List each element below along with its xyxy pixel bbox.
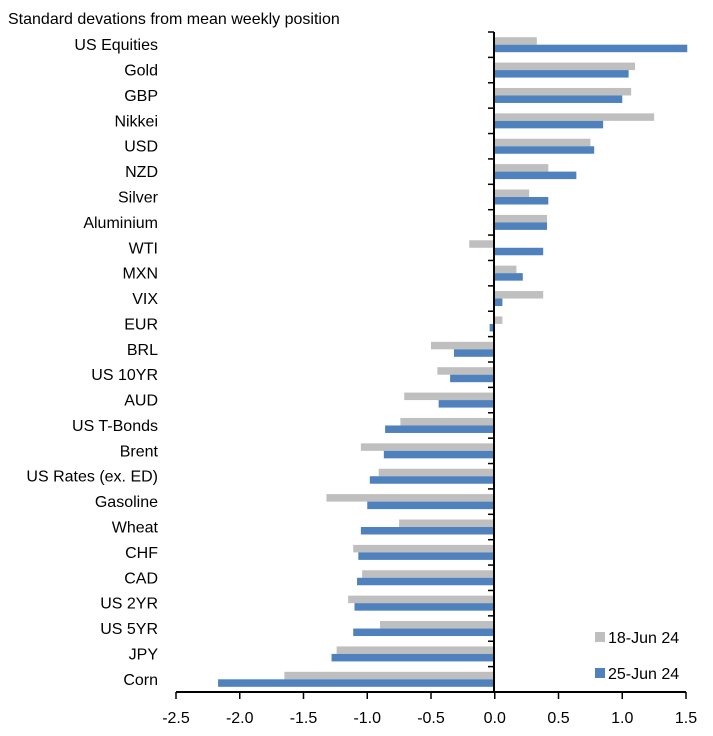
x-tick-label: 1.0 xyxy=(611,710,633,727)
bar-18-jun xyxy=(494,164,549,172)
bar-18-jun xyxy=(362,570,495,578)
bar-25-jun xyxy=(450,374,495,383)
bar-18-jun xyxy=(431,341,495,350)
category-label: EUR xyxy=(124,316,158,333)
bar-25-jun xyxy=(489,323,495,332)
x-tick-label: -2.0 xyxy=(226,710,254,727)
category-label: US Rates (ex. ED) xyxy=(26,469,158,486)
x-tick-label: 0.0 xyxy=(484,710,506,727)
category-label: Gasoline xyxy=(95,494,158,511)
bar-25-jun xyxy=(494,171,577,180)
bar-25-jun xyxy=(494,273,523,281)
bar-18-jun xyxy=(336,646,495,654)
bar-18-jun xyxy=(378,468,495,477)
bar-18-jun xyxy=(494,113,655,121)
bar-18-jun xyxy=(494,189,530,197)
category-label: CHF xyxy=(125,545,158,562)
bar-25-jun xyxy=(494,44,688,53)
bar-18-jun xyxy=(494,291,544,299)
bar-18-jun xyxy=(494,62,635,71)
bar-25-jun xyxy=(331,653,495,662)
x-tick-label: -1.5 xyxy=(290,710,318,727)
bar-18-jun xyxy=(399,519,495,527)
bar-25-jun xyxy=(438,400,495,408)
legend-label: 18-Jun 24 xyxy=(608,630,679,647)
bar-25-jun xyxy=(383,450,495,459)
category-label: GBP xyxy=(124,88,158,105)
x-tick-label: 1.5 xyxy=(675,710,697,727)
category-label: WTI xyxy=(129,240,158,257)
category-label: JPY xyxy=(129,646,159,663)
bar-18-jun xyxy=(494,138,591,147)
bar-18-jun xyxy=(404,392,495,401)
category-label: CAD xyxy=(124,570,158,587)
bar-18-jun xyxy=(494,316,503,324)
legend-swatch xyxy=(595,632,605,642)
bar-25-jun xyxy=(494,247,544,256)
bar-18-jun xyxy=(348,595,495,604)
bar-18-jun xyxy=(284,671,495,680)
bar-18-jun xyxy=(400,417,495,426)
bar-18-jun xyxy=(380,621,495,629)
x-tick-label: -1.0 xyxy=(353,710,381,727)
category-label: BRL xyxy=(127,342,158,359)
category-label: US Equities xyxy=(74,37,158,54)
bar-25-jun xyxy=(494,95,623,103)
bar-18-jun xyxy=(353,544,495,553)
bar-18-jun xyxy=(494,37,537,45)
bar-25-jun xyxy=(494,222,548,230)
bar-25-jun xyxy=(354,603,495,611)
bar-25-jun xyxy=(494,298,503,307)
bar-25-jun xyxy=(357,577,495,586)
bar-25-jun xyxy=(494,146,595,154)
category-label: Aluminium xyxy=(83,215,158,232)
bar-18-jun xyxy=(494,214,548,223)
bar-25-jun xyxy=(494,120,604,129)
x-tick-label: -2.5 xyxy=(162,710,190,727)
chart-title: Standard devations from mean weekly posi… xyxy=(8,11,340,28)
bar-18-jun xyxy=(326,494,495,502)
x-tick-label: -0.5 xyxy=(417,710,445,727)
bar-25-jun xyxy=(385,425,495,433)
category-label: USD xyxy=(124,139,158,156)
category-label: AUD xyxy=(124,393,158,410)
category-label: Corn xyxy=(123,672,158,689)
category-label: US 10YR xyxy=(91,367,158,384)
bar-25-jun xyxy=(360,527,495,535)
bar-18-jun xyxy=(469,240,495,248)
bar-25-jun xyxy=(369,476,495,484)
legend-swatch xyxy=(595,668,605,678)
x-tick-label: 0.5 xyxy=(547,710,569,727)
bar-25-jun xyxy=(494,70,629,78)
bar-25-jun xyxy=(218,679,495,687)
bar-18-jun xyxy=(437,367,495,375)
bar-18-jun xyxy=(494,265,517,274)
category-label: Wheat xyxy=(112,520,159,537)
bar-25-jun xyxy=(358,552,495,560)
category-label: MXN xyxy=(122,266,158,283)
bar-18-jun xyxy=(360,443,495,451)
category-label: Silver xyxy=(118,190,159,207)
bar-18-jun xyxy=(494,87,632,96)
category-label: US T-Bonds xyxy=(72,418,158,435)
category-label: NZD xyxy=(125,164,158,181)
category-label: Brent xyxy=(120,443,159,460)
legend-label: 25-Jun 24 xyxy=(608,666,679,683)
bar-25-jun xyxy=(494,197,549,205)
category-label: VIX xyxy=(132,291,158,308)
bar-25-jun xyxy=(353,628,495,637)
category-label: US 2YR xyxy=(100,596,158,613)
bar-25-jun xyxy=(453,349,495,357)
bar-25-jun xyxy=(367,501,495,510)
category-label: Gold xyxy=(124,63,158,80)
category-label: Nikkei xyxy=(114,113,158,130)
category-label: US 5YR xyxy=(100,621,158,638)
